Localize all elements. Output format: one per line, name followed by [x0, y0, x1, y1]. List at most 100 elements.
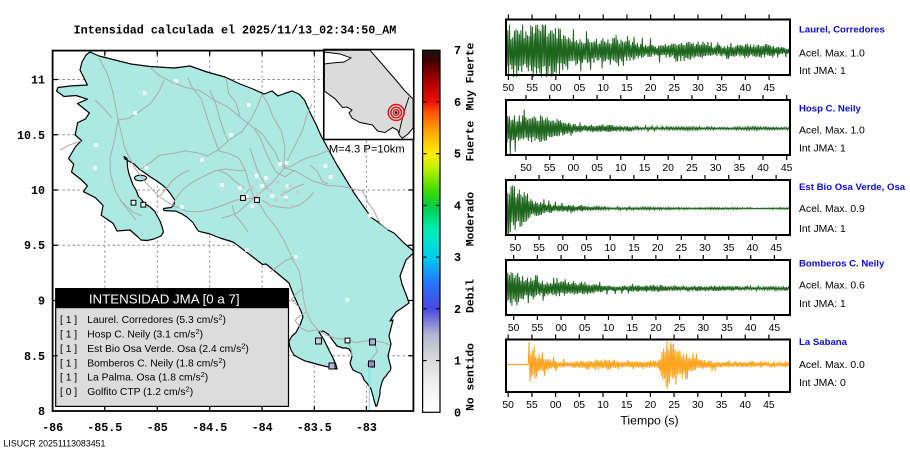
- svg-text:55: 55: [532, 323, 544, 334]
- svg-text:5: 5: [454, 148, 461, 162]
- svg-text:Bomberos C. Neily: Bomberos C. Neily: [799, 259, 885, 270]
- svg-text:35: 35: [716, 400, 728, 411]
- svg-text:Hosp C. Neily: Hosp C. Neily: [799, 104, 862, 115]
- svg-text:-83.5: -83.5: [297, 421, 332, 435]
- svg-text:25: 25: [674, 323, 686, 334]
- svg-text:50: 50: [508, 323, 520, 334]
- svg-text:Int JMA: 1: Int JMA: 1: [799, 144, 846, 155]
- svg-text:20: 20: [645, 83, 657, 94]
- svg-text:La Palma. Osa (1.8 cm/s2): La Palma. Osa (1.8 cm/s2): [87, 370, 208, 384]
- svg-text:00: 00: [557, 243, 569, 254]
- svg-text:Acel. Max. 1.0: Acel. Max. 1.0: [799, 49, 865, 60]
- svg-text:-84: -84: [252, 421, 273, 435]
- svg-text:50: 50: [502, 400, 514, 411]
- svg-text:-86: -86: [42, 421, 63, 435]
- svg-text:20: 20: [652, 243, 664, 254]
- svg-text:4: 4: [454, 199, 461, 213]
- svg-text:40: 40: [740, 83, 752, 94]
- svg-text:Laurel, Corredores: Laurel, Corredores: [799, 24, 885, 35]
- svg-text:55: 55: [526, 83, 538, 94]
- svg-text:Fuerte: Fuerte: [466, 120, 478, 161]
- svg-text:30: 30: [710, 163, 722, 174]
- svg-text:Acel. Max. 0.6: Acel. Max. 0.6: [799, 281, 865, 292]
- svg-text:Int JMA: 1: Int JMA: 1: [799, 224, 846, 235]
- svg-text:45: 45: [763, 400, 775, 411]
- svg-text:40: 40: [747, 243, 759, 254]
- svg-text:05: 05: [581, 243, 593, 254]
- svg-text:-84.5: -84.5: [192, 421, 227, 435]
- svg-text:30: 30: [692, 400, 704, 411]
- svg-text:25: 25: [686, 163, 698, 174]
- svg-text:40: 40: [739, 400, 751, 411]
- svg-text:Tiempo (s): Tiempo (s): [620, 413, 678, 427]
- svg-text:3: 3: [454, 251, 461, 265]
- svg-text:-85: -85: [147, 421, 168, 435]
- svg-text:10: 10: [31, 184, 45, 198]
- svg-text:2: 2: [454, 303, 461, 317]
- svg-text:05: 05: [574, 400, 586, 411]
- svg-text:00: 00: [568, 163, 580, 174]
- svg-text:-85.5: -85.5: [87, 421, 122, 435]
- svg-text:15: 15: [621, 83, 633, 94]
- svg-text:Int JMA: 1: Int JMA: 1: [799, 66, 846, 77]
- svg-text:Muy Fuerte: Muy Fuerte: [466, 42, 478, 110]
- svg-text:50: 50: [510, 243, 522, 254]
- svg-text:25: 25: [676, 243, 688, 254]
- svg-text:40: 40: [757, 163, 769, 174]
- svg-text:30: 30: [699, 243, 711, 254]
- svg-text:05: 05: [591, 163, 603, 174]
- svg-text:30: 30: [698, 323, 710, 334]
- svg-text:00: 00: [550, 400, 562, 411]
- svg-text:[ 1 ]: [ 1 ]: [60, 315, 77, 326]
- svg-text:15: 15: [628, 243, 640, 254]
- svg-text:00: 00: [555, 323, 567, 334]
- svg-text:20: 20: [645, 400, 657, 411]
- svg-text:Intensidad calculada el 2025/1: Intensidad calculada el 2025/11/13_02:34…: [74, 24, 397, 38]
- svg-text:15: 15: [621, 400, 633, 411]
- svg-text:55: 55: [533, 243, 545, 254]
- svg-text:Bomberos C. Neily (1.8 cm/s2): Bomberos C. Neily (1.8 cm/s2): [87, 356, 226, 370]
- svg-text:Hosp C. Neily (3.1 cm/s2): Hosp C. Neily (3.1 cm/s2): [87, 327, 203, 341]
- svg-text:35: 35: [716, 83, 728, 94]
- svg-text:40: 40: [745, 323, 757, 334]
- svg-text:1: 1: [454, 355, 461, 369]
- svg-text:10: 10: [604, 243, 616, 254]
- svg-text:25: 25: [668, 400, 680, 411]
- svg-text:10.5: 10.5: [17, 129, 45, 143]
- svg-text:LISUCR 20251113083451: LISUCR 20251113083451: [4, 439, 106, 449]
- svg-text:20: 20: [662, 163, 674, 174]
- svg-text:6: 6: [454, 96, 461, 110]
- svg-text:05: 05: [574, 83, 586, 94]
- svg-text:55: 55: [526, 400, 538, 411]
- svg-text:30: 30: [692, 83, 704, 94]
- svg-text:9.5: 9.5: [24, 239, 45, 253]
- svg-text:Laurel. Corredores (5.3 cm/s2): Laurel. Corredores (5.3 cm/s2): [87, 313, 226, 327]
- svg-text:45: 45: [781, 163, 793, 174]
- svg-text:Est Bio Osa Verde. Osa (2.4 cm: Est Bio Osa Verde. Osa (2.4 cm/s2): [87, 341, 249, 355]
- svg-text:8: 8: [38, 405, 45, 419]
- svg-text:Moderado: Moderado: [466, 192, 478, 246]
- svg-text:[ 0 ]: [ 0 ]: [60, 387, 77, 398]
- svg-text:15: 15: [639, 163, 651, 174]
- svg-text:45: 45: [763, 83, 775, 94]
- svg-text:[ 1 ]: [ 1 ]: [60, 373, 77, 384]
- svg-text:Acel. Max. 0.9: Acel. Max. 0.9: [799, 204, 865, 215]
- svg-text:50: 50: [520, 163, 532, 174]
- svg-text:Acel. Max. 1.0: Acel. Max. 1.0: [799, 126, 865, 137]
- svg-text:Debil: Debil: [466, 279, 478, 313]
- svg-text:-83: -83: [356, 421, 377, 435]
- svg-text:Int JMA: 1: Int JMA: 1: [799, 299, 846, 310]
- svg-text:[ 1 ]: [ 1 ]: [60, 330, 77, 341]
- svg-text:05: 05: [579, 323, 591, 334]
- svg-text:Acel. Max. 0.0: Acel. Max. 0.0: [799, 360, 865, 371]
- svg-text:[ 1 ]: [ 1 ]: [60, 358, 77, 369]
- svg-text:7: 7: [454, 44, 461, 58]
- svg-text:8.5: 8.5: [24, 350, 45, 364]
- svg-text:25: 25: [669, 83, 681, 94]
- svg-text:50: 50: [503, 83, 515, 94]
- svg-text:10: 10: [615, 163, 627, 174]
- svg-text:55: 55: [544, 163, 556, 174]
- svg-text:Int JMA: 0: Int JMA: 0: [799, 378, 846, 389]
- svg-text:9: 9: [38, 295, 45, 309]
- svg-text:45: 45: [770, 243, 782, 254]
